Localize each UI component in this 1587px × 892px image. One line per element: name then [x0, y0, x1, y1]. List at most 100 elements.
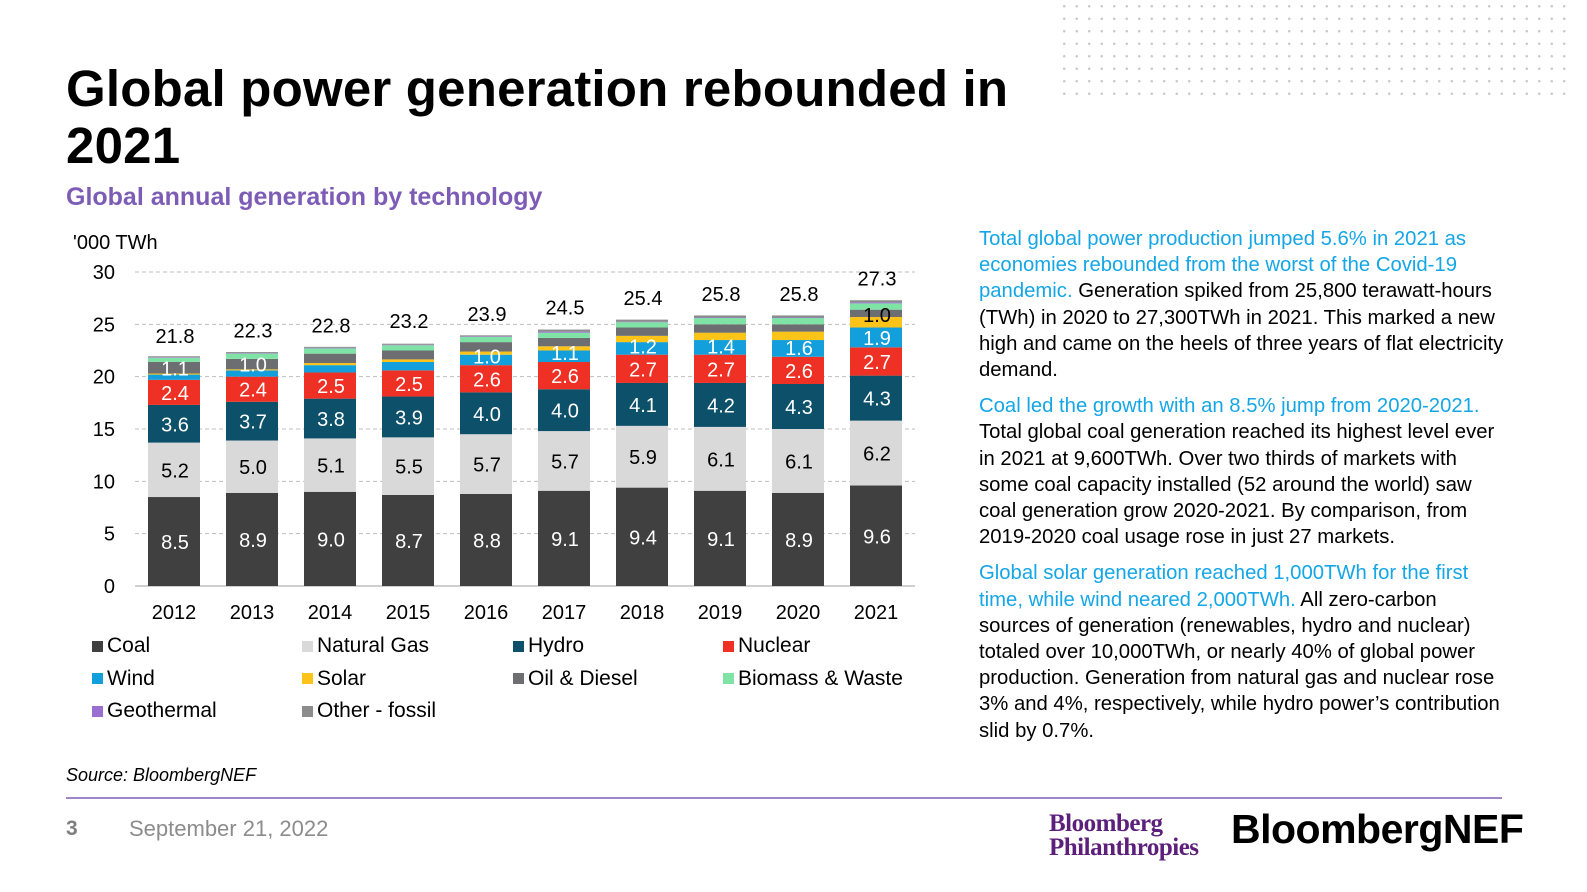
bar-segment-coal [226, 492, 278, 586]
bar-segment-geothermal [850, 302, 902, 304]
page-number: 3 [66, 817, 78, 840]
data-label: 4.0 [473, 404, 501, 426]
bloomberg-philanthropies-logo: Bloomberg Philanthropies [1049, 810, 1199, 861]
y-tick-label: 10 [93, 471, 115, 493]
bar-segment-geothermal [616, 321, 668, 323]
data-label: 9.4 [629, 527, 657, 549]
legend-item: Hydro [513, 634, 584, 658]
bar-segment-hydro [382, 396, 434, 438]
bar-segment-wind [772, 340, 824, 357]
x-tick-label: 2016 [464, 602, 509, 624]
commentary: Total global power production jumped 5.6… [979, 226, 1509, 754]
bar-segment-nuclear [148, 379, 200, 405]
legend-swatch [92, 640, 103, 652]
data-label: 6.1 [707, 449, 735, 471]
bar-segment-solar [850, 317, 902, 328]
bar-segment-wind [616, 342, 668, 355]
bar-segment-hydro [850, 375, 902, 421]
data-label: 2.6 [473, 369, 501, 391]
paragraph-3-highlight: Global solar generation reached 1,000TWh… [979, 562, 1469, 611]
y-tick-label: 5 [104, 524, 115, 546]
bar-segment-biomass-waste [148, 357, 200, 363]
bar-segment-oil-diesel [382, 350, 434, 360]
data-label: 5.9 [629, 447, 657, 469]
total-label: 25.4 [624, 288, 663, 310]
legend-swatch [302, 673, 313, 684]
bar-segment-wind [304, 365, 356, 373]
bar-segment-geothermal [460, 336, 512, 337]
bar-segment-wind [538, 350, 590, 363]
legend-swatch [513, 640, 524, 652]
bar-segment-coal [850, 485, 902, 586]
bar-segment-biomass-waste [772, 318, 824, 325]
bar-segment-other-fossil [694, 315, 746, 318]
bar-segment-solar [226, 369, 278, 371]
bar-segment-wind [148, 374, 200, 380]
bar-segment-nuclear [538, 362, 590, 390]
bar-segment-hydro [772, 383, 824, 429]
bar-segment-hydro [226, 401, 278, 441]
data-label: 6.2 [863, 444, 891, 466]
bar-segment-biomass-waste [304, 348, 356, 354]
bar-segment-other-fossil [772, 315, 824, 318]
x-tick-label: 2021 [854, 602, 899, 624]
bar-segment-nuclear [772, 356, 824, 384]
y-tick-label: 30 [93, 262, 115, 284]
bar-segment-solar [148, 373, 200, 375]
bar-segment-biomass-waste [226, 353, 278, 359]
data-label: 1.0 [473, 346, 501, 368]
bar-segment-wind [226, 370, 278, 377]
paragraph-1-highlight: Total global power production jumped 5.6… [979, 228, 1467, 303]
bar-segment-hydro [616, 382, 668, 426]
data-label: 2.6 [551, 366, 579, 388]
y-tick-label: 25 [93, 314, 115, 336]
data-label: 8.9 [239, 530, 267, 552]
bar-segment-biomass-waste [616, 322, 668, 328]
data-label: 2.7 [629, 359, 657, 381]
bar-segment-natural-gas [538, 431, 590, 491]
bar-segment-nuclear [304, 372, 356, 399]
bar-segment-geothermal [538, 331, 590, 333]
bar-segment-biomass-waste [694, 318, 746, 325]
chart-subtitle: Global annual generation by technology [66, 183, 543, 211]
bar-segment-solar [538, 346, 590, 351]
legend-swatch [92, 705, 103, 717]
legend-swatch [723, 673, 734, 684]
data-label: 4.3 [785, 397, 813, 419]
total-label: 27.3 [858, 268, 897, 290]
paragraph-3-body: All zero-carbon sources of generation (r… [979, 588, 1500, 742]
bar-segment-natural-gas [850, 420, 902, 486]
bar-segment-biomass-waste [460, 336, 512, 343]
paragraph-2-body: Total global coal generation reached its… [979, 421, 1495, 549]
footer-date: September 21, 2022 [129, 816, 329, 841]
legend-label: Solar [317, 666, 367, 690]
bar-segment-solar [304, 363, 356, 366]
bar-segment-other-fossil [538, 329, 590, 332]
legend-swatch [302, 705, 313, 717]
bar-segment-geothermal [148, 357, 200, 358]
bar-segment-oil-diesel [538, 337, 590, 347]
bar-segment-coal [694, 490, 746, 586]
data-label: 3.9 [395, 407, 423, 429]
total-label: 24.5 [546, 298, 585, 320]
bar-segment-coal [616, 487, 668, 586]
legend-swatch [723, 640, 734, 652]
x-tick-label: 2020 [776, 602, 821, 624]
slide-title: Global power generation rebounded in 202… [66, 60, 1009, 174]
legend-label: Hydro [528, 634, 585, 657]
bar-segment-biomass-waste [382, 345, 434, 351]
paragraph-2: Coal led the growth with an 8.5% jump fr… [979, 393, 1509, 550]
bar-segment-natural-gas [382, 437, 434, 495]
bar-segment-oil-diesel [148, 362, 200, 374]
bar-segment-oil-diesel [694, 324, 746, 333]
bar-segment-geothermal [772, 317, 824, 319]
bar-segment-hydro [538, 389, 590, 432]
data-label: 1.2 [629, 336, 657, 358]
bar-segment-nuclear [694, 354, 746, 383]
bar-segment-other-fossil [148, 356, 200, 358]
bar-segment-geothermal [304, 347, 356, 349]
bloombergnef-logo: BloombergNEF [1231, 806, 1524, 852]
legend-label: Natural Gas [317, 634, 430, 657]
footer-divider [66, 797, 1502, 799]
data-label: 5.7 [551, 451, 579, 473]
